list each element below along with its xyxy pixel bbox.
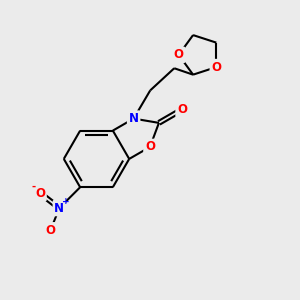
Text: O: O: [145, 140, 155, 153]
Text: O: O: [35, 187, 45, 200]
Text: N: N: [54, 202, 64, 214]
Text: O: O: [211, 61, 221, 74]
Text: +: +: [62, 197, 70, 206]
Text: O: O: [45, 224, 56, 237]
Text: -: -: [32, 182, 36, 192]
Text: O: O: [174, 48, 184, 62]
Text: N: N: [129, 112, 139, 125]
Text: O: O: [177, 103, 187, 116]
